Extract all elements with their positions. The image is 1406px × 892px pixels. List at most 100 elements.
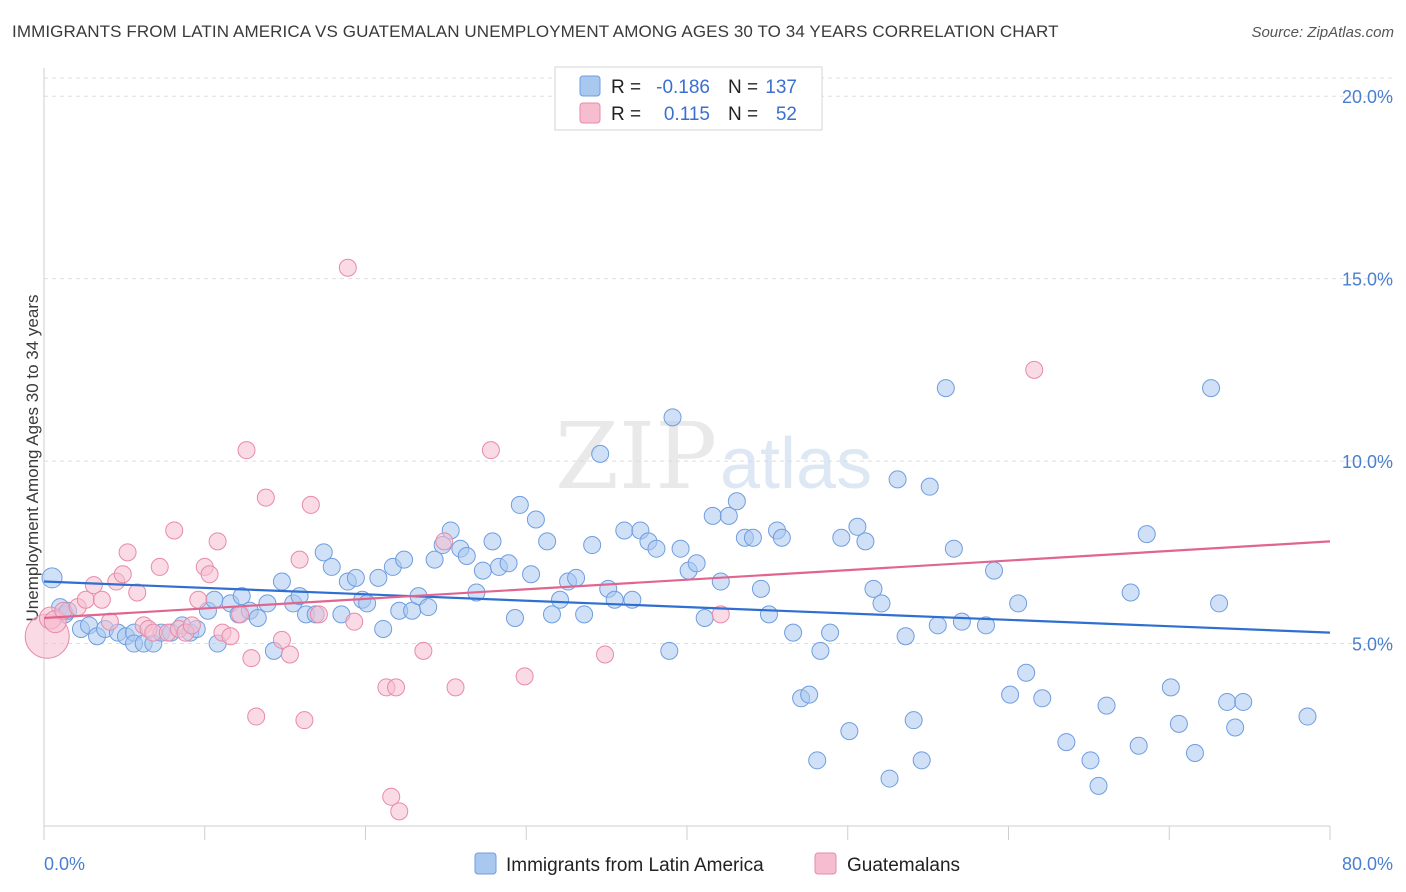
data-point: [800, 685, 819, 704]
data-point: [872, 594, 891, 613]
data-point: [205, 590, 224, 609]
stats-legend: R = -0.186 N = 137 R = 0.115 N = 52: [554, 66, 823, 131]
data-point: [390, 802, 409, 821]
data-point: [345, 612, 364, 631]
data-point: [660, 641, 679, 660]
data-point: [473, 561, 492, 580]
data-point: [671, 539, 690, 558]
data-point: [1210, 594, 1229, 613]
data-point: [189, 590, 208, 609]
legend-swatch-guatemalans: [814, 852, 837, 875]
data-point: [936, 379, 955, 398]
data-point: [522, 565, 541, 584]
data-point: [605, 590, 624, 609]
data-point: [912, 751, 931, 770]
data-point: [1081, 751, 1100, 770]
watermark-zip: ZIP: [555, 403, 717, 510]
data-point: [542, 605, 561, 624]
data-point: [483, 532, 502, 551]
x-tick-labels: 0.0% 80.0%: [44, 854, 1393, 874]
data-point: [515, 667, 534, 686]
data-point: [290, 550, 309, 569]
data-point: [976, 616, 995, 635]
y-tick-label: 15.0%: [1342, 270, 1393, 290]
data-point: [165, 521, 184, 540]
data-point: [784, 623, 803, 642]
watermark-atlas: atlas: [720, 424, 872, 504]
data-point: [231, 605, 250, 624]
data-point: [880, 769, 899, 788]
trend-line: [43, 540, 1331, 620]
data-point: [575, 605, 594, 624]
data-point: [944, 539, 963, 558]
data-point: [301, 495, 320, 514]
legend-n-value-1: 137: [765, 77, 797, 98]
data-point: [510, 495, 529, 514]
data-point: [387, 678, 406, 697]
legend-n-label-1: N =: [728, 77, 758, 98]
data-point: [446, 678, 465, 697]
data-point: [1169, 714, 1188, 733]
data-point: [832, 528, 851, 547]
data-point: [84, 576, 103, 595]
data-point: [1001, 685, 1020, 704]
data-point: [1161, 678, 1180, 697]
legend-r-value-1: -0.186: [656, 77, 710, 98]
legend-label-guatemalans: Guatemalans: [847, 855, 960, 876]
data-point: [538, 532, 557, 551]
data-point: [840, 722, 859, 741]
data-point: [811, 641, 830, 660]
data-point: [272, 630, 291, 649]
data-point: [583, 536, 602, 555]
data-point: [1033, 689, 1052, 708]
data-point: [856, 532, 875, 551]
data-point: [128, 583, 147, 602]
source-label: Source: ZipAtlas.com: [1251, 24, 1394, 41]
data-point: [751, 579, 770, 598]
data-point: [182, 616, 201, 635]
y-tick-labels: 5.0% 10.0% 15.0% 20.0%: [1342, 87, 1393, 654]
legend-swatch-pink: [579, 102, 601, 124]
data-point: [200, 565, 219, 584]
data-point: [864, 579, 883, 598]
data-point: [591, 444, 610, 463]
data-point: [457, 546, 476, 565]
y-tick-label: 10.0%: [1342, 452, 1393, 472]
y-tick-label: 5.0%: [1352, 635, 1393, 655]
legend-label-immigrants: Immigrants from Latin America: [506, 855, 764, 876]
data-point: [1025, 360, 1044, 379]
data-point: [118, 543, 137, 562]
data-point: [1218, 692, 1237, 711]
data-point: [150, 557, 169, 576]
data-point: [272, 572, 291, 591]
data-point: [499, 554, 518, 573]
x-tick-label: 0.0%: [44, 854, 85, 874]
data-point: [596, 645, 615, 664]
legend-r-label-2: R =: [611, 104, 641, 125]
data-point: [435, 532, 454, 551]
data-point: [928, 616, 947, 635]
data-point: [526, 510, 545, 529]
data-point: [703, 506, 722, 525]
data-point: [369, 568, 388, 587]
data-point: [382, 787, 401, 806]
data-point: [711, 572, 730, 591]
data-point: [1097, 696, 1116, 715]
data-point: [1137, 525, 1156, 544]
data-point: [759, 605, 778, 624]
trend-line: [43, 580, 1331, 634]
x-tick-label: 80.0%: [1342, 854, 1393, 874]
legend-swatch-immigrants: [474, 852, 497, 875]
data-point: [1202, 379, 1221, 398]
data-point: [505, 609, 524, 628]
data-point: [952, 612, 971, 631]
data-point: [663, 408, 682, 427]
data-point: [727, 492, 746, 511]
data-point: [808, 751, 827, 770]
data-point: [113, 565, 132, 584]
legend-r-label-1: R =: [611, 77, 641, 98]
data-point: [1009, 594, 1028, 613]
data-point: [821, 623, 840, 642]
data-point: [248, 609, 267, 628]
data-point: [719, 506, 738, 525]
